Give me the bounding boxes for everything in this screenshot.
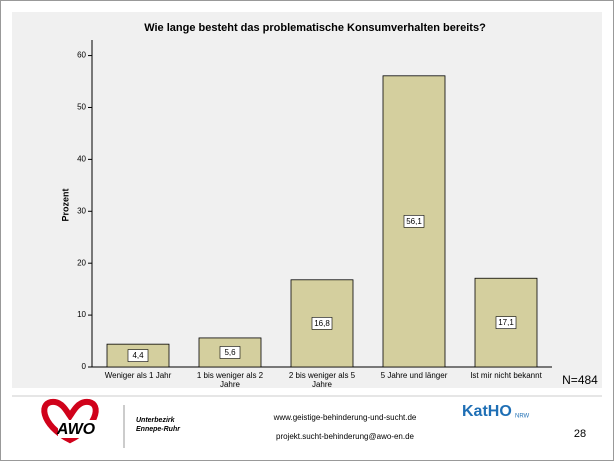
value-label: 16,8	[314, 319, 330, 328]
value-label: 5,6	[224, 348, 236, 357]
org-sub: Ennepe-Ruhr	[136, 426, 181, 433]
awo-text-bg	[58, 420, 96, 438]
value-label: 56,1	[406, 217, 422, 226]
x-tick-label: Ist mir nicht bekannt	[470, 371, 542, 380]
y-tick-label: 0	[82, 362, 87, 371]
y-tick-label: 30	[77, 206, 86, 215]
value-label-box	[127, 349, 149, 362]
value-label: 4,4	[132, 351, 144, 360]
chart-title: Wie lange besteht das problematische Kon…	[144, 22, 486, 34]
value-label-box	[495, 316, 517, 329]
value-label-box	[219, 346, 241, 359]
x-tick-label: Weniger als 1 Jahr	[104, 371, 172, 380]
email: projekt.sucht-behinderung@awo-en.de	[276, 432, 415, 441]
x-tick-label: 5 Jahre und länger	[380, 371, 448, 380]
value-label-box	[311, 317, 333, 330]
y-tick-label: 50	[77, 103, 86, 112]
value-label-box	[403, 215, 425, 228]
y-tick-label: 60	[77, 51, 86, 60]
y-tick-label: 10	[77, 310, 86, 319]
y-tick-label: 20	[77, 258, 86, 267]
y-axis-label: Prozent	[60, 188, 70, 221]
katho-logo: KatHO	[462, 403, 512, 420]
value-label: 17,1	[498, 318, 514, 327]
annotation: N=484	[562, 373, 598, 387]
org-sub: Unterbezirk	[136, 417, 176, 424]
org-name: AWO	[56, 421, 96, 438]
awo-heart	[41, 398, 99, 444]
website: www.geistige-behinderung-und-sucht.de	[273, 413, 417, 422]
katho-sub: NRW	[515, 414, 530, 420]
page-number: 28	[574, 428, 586, 440]
x-tick-label: 1 bis weniger als 2 Jahre	[196, 371, 264, 389]
y-tick-label: 40	[77, 154, 86, 163]
x-tick-label: 2 bis weniger als 5 Jahre	[288, 371, 356, 389]
